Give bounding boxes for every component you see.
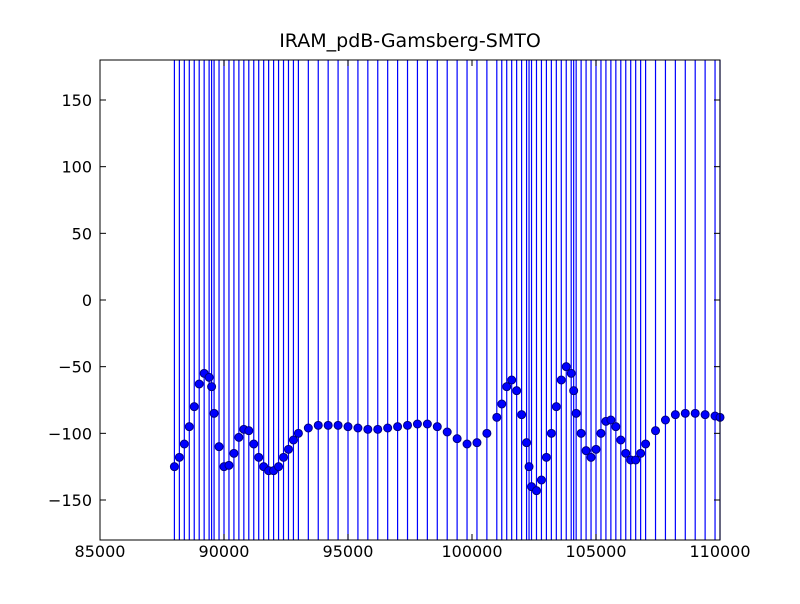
y-tick-label: 50 — [72, 224, 92, 243]
point — [373, 424, 383, 434]
point — [492, 412, 502, 422]
x-tick-label: 85000 — [75, 542, 126, 561]
point — [524, 462, 534, 472]
y-tick-label: 150 — [61, 91, 92, 110]
point — [522, 438, 532, 448]
point — [412, 419, 422, 429]
y-tick-label: −100 — [48, 424, 92, 443]
y-tick-label: 100 — [61, 158, 92, 177]
point — [174, 452, 184, 462]
point — [636, 448, 646, 458]
point — [323, 420, 333, 430]
point — [571, 408, 581, 418]
x-tick-label: 95000 — [323, 542, 374, 561]
point — [343, 422, 353, 432]
y-tick-label: 0 — [82, 291, 92, 310]
point — [536, 475, 546, 485]
point — [214, 442, 224, 452]
point — [641, 439, 651, 449]
chart-title: IRAM_pdB-Gamsberg-SMTO — [279, 30, 541, 52]
x-tick-label: 90000 — [199, 542, 250, 561]
point — [651, 426, 661, 436]
point — [606, 415, 616, 425]
point — [274, 462, 284, 472]
point — [591, 444, 601, 454]
point — [596, 428, 606, 438]
point — [234, 432, 244, 442]
point — [194, 379, 204, 389]
point — [631, 455, 641, 465]
point — [690, 408, 700, 418]
point — [531, 486, 541, 496]
point — [581, 446, 591, 456]
point — [680, 408, 690, 418]
x-tick-label: 110000 — [689, 542, 750, 561]
point — [189, 402, 199, 412]
point — [700, 410, 710, 420]
point — [452, 434, 462, 444]
point — [546, 428, 556, 438]
point — [363, 424, 373, 434]
point — [204, 372, 214, 382]
point — [507, 375, 517, 385]
point — [403, 420, 413, 430]
point — [512, 386, 522, 396]
point — [497, 399, 507, 409]
point — [556, 375, 566, 385]
point — [244, 426, 254, 436]
x-tick-label: 100000 — [441, 542, 502, 561]
point — [621, 448, 631, 458]
point — [551, 402, 561, 412]
point — [576, 428, 586, 438]
point — [209, 408, 219, 418]
point — [541, 452, 551, 462]
point — [333, 420, 343, 430]
point — [393, 422, 403, 432]
point — [670, 410, 680, 420]
point — [288, 435, 298, 445]
point — [517, 410, 527, 420]
point — [383, 423, 393, 433]
point — [279, 452, 289, 462]
y-tick-label: −150 — [48, 491, 92, 510]
point — [249, 439, 259, 449]
point — [616, 435, 626, 445]
point — [611, 422, 621, 432]
point — [561, 362, 571, 372]
point — [179, 439, 189, 449]
point — [254, 452, 264, 462]
point — [472, 438, 482, 448]
point — [422, 419, 432, 429]
point — [586, 452, 596, 462]
y-tick-label: −50 — [58, 358, 92, 377]
point — [283, 444, 293, 454]
point — [462, 439, 472, 449]
point — [184, 422, 194, 432]
point — [482, 428, 492, 438]
point — [502, 382, 512, 392]
point — [569, 386, 579, 396]
point — [229, 448, 239, 458]
point — [353, 423, 363, 433]
point — [169, 462, 179, 472]
point — [660, 415, 670, 425]
point — [442, 427, 452, 437]
point — [293, 428, 303, 438]
point — [224, 460, 234, 470]
point — [303, 423, 313, 433]
point — [313, 420, 323, 430]
point — [432, 422, 442, 432]
point — [207, 382, 217, 392]
point — [566, 368, 576, 378]
x-tick-label: 105000 — [565, 542, 626, 561]
axes-frame — [99, 59, 721, 541]
